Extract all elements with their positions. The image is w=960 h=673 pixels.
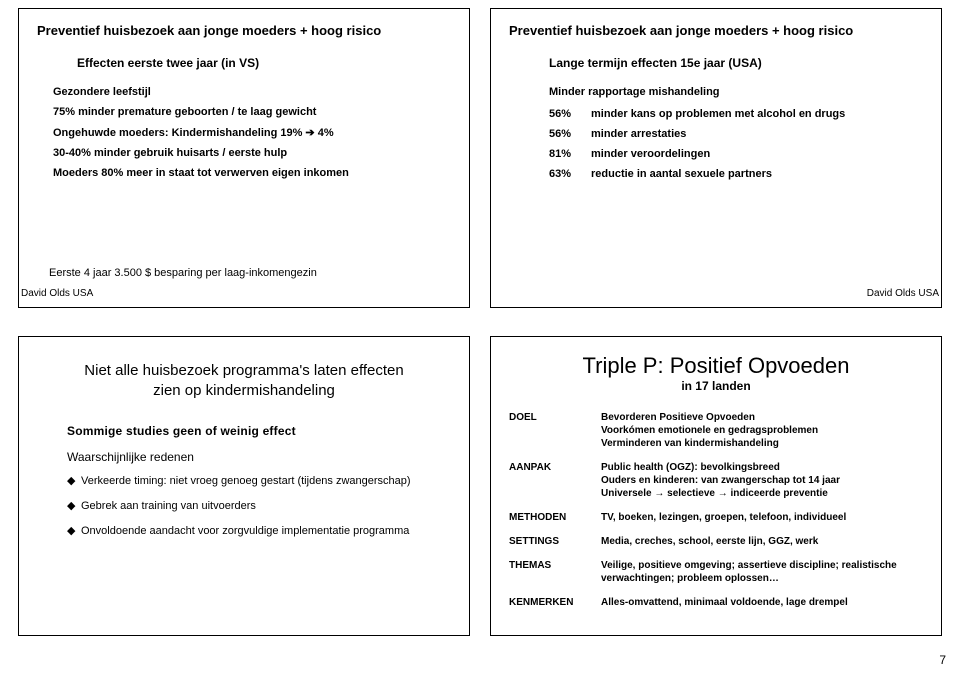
- txt-cell: minder veroordelingen: [591, 148, 923, 160]
- slide1-line: 30-40% minder gebruik huisarts / eerste …: [53, 147, 451, 159]
- slide1-subtitle: Effecten eerste twee jaar (in VS): [77, 56, 451, 70]
- slide1-title: Preventief huisbezoek aan jonge moeders …: [37, 23, 451, 38]
- pct-cell: 56%: [549, 128, 591, 140]
- list-item: ◆ Verkeerde timing: niet vroeg genoeg ge…: [67, 474, 451, 489]
- slide-2: Preventief huisbezoek aan jonge moeders …: [490, 8, 942, 308]
- txt-cell: reductie in aantal sexuele partners: [591, 168, 923, 180]
- pct-cell: 56%: [549, 108, 591, 120]
- row-label: AANPAK: [509, 461, 601, 500]
- row-value: Veilige, positieve omgeving; assertieve …: [601, 559, 923, 585]
- pct-cell: 63%: [549, 168, 591, 180]
- row-value: Alles-omvattend, minimaal voldoende, lag…: [601, 596, 923, 609]
- list-item: ◆ Onvoldoende aandacht voor zorgvuldige …: [67, 524, 451, 539]
- slide1-line: Ongehuwde moeders: Kindermishandeling 19…: [53, 126, 451, 139]
- slide2-subtitle: Lange termijn effecten 15e jaar (USA): [549, 56, 923, 70]
- slide-3: Niet alle huisbezoek programma's laten e…: [18, 336, 470, 636]
- page: Preventief huisbezoek aan jonge moeders …: [0, 0, 960, 673]
- slide4-subtitle: in 17 landen: [509, 379, 923, 393]
- table-row: KENMERKEN Alles-omvattend, minimaal vold…: [509, 596, 923, 609]
- table-row: 56% minder kans op problemen met alcohol…: [549, 108, 923, 120]
- row-value: Bevorderen Positieve OpvoedenVoorkómen e…: [601, 411, 923, 450]
- slide1-attribution: David Olds USA: [21, 288, 93, 299]
- slide2-table-header: Minder rapportage mishandeling: [549, 86, 923, 98]
- slide3-title: Niet alle huisbezoek programma's laten e…: [77, 361, 411, 400]
- slide1-footnote: Eerste 4 jaar 3.500 $ besparing per laag…: [49, 267, 317, 279]
- pct-cell: 81%: [549, 148, 591, 160]
- bullet-icon: ◆: [67, 524, 81, 539]
- slide1-line: Moeders 80% meer in staat tot verwerven …: [53, 167, 451, 179]
- slide3-reason-head: Waarschijnlijke redenen: [67, 450, 451, 464]
- row-label: KENMERKEN: [509, 596, 601, 609]
- txt-cell: minder arrestaties: [591, 128, 923, 140]
- txt-cell: minder kans op problemen met alcohol en …: [591, 108, 923, 120]
- row-label: SETTINGS: [509, 535, 601, 548]
- slide1-line: Gezondere leefstijl: [53, 86, 451, 98]
- table-row: 56% minder arrestaties: [549, 128, 923, 140]
- bullet-icon: ◆: [67, 474, 81, 489]
- table-row: 81% minder veroordelingen: [549, 148, 923, 160]
- row-value: TV, boeken, lezingen, groepen, telefoon,…: [601, 511, 923, 524]
- slide2-attribution: David Olds USA: [867, 288, 939, 299]
- slide4-title: Triple P: Positief Opvoeden: [509, 353, 923, 379]
- row-label: DOEL: [509, 411, 601, 450]
- slide2-title: Preventief huisbezoek aan jonge moeders …: [509, 23, 923, 38]
- row-label: THEMAS: [509, 559, 601, 585]
- bullet-text: Gebrek aan training van uitvoerders: [81, 499, 256, 514]
- bullet-text: Verkeerde timing: niet vroeg genoeg gest…: [81, 474, 411, 489]
- page-number: 7: [939, 653, 946, 667]
- slide2-table: Minder rapportage mishandeling 56% minde…: [549, 86, 923, 180]
- bullet-icon: ◆: [67, 499, 81, 514]
- row-value: Media, creches, school, eerste lijn, GGZ…: [601, 535, 923, 548]
- slide3-section-head: Sommige studies geen of weinig effect: [67, 424, 451, 438]
- slide-1: Preventief huisbezoek aan jonge moeders …: [18, 8, 470, 308]
- slide-4: Triple P: Positief Opvoeden in 17 landen…: [490, 336, 942, 636]
- row-label: METHODEN: [509, 511, 601, 524]
- table-row: DOEL Bevorderen Positieve OpvoedenVoorkó…: [509, 411, 923, 450]
- table-row: METHODEN TV, boeken, lezingen, groepen, …: [509, 511, 923, 524]
- table-row: THEMAS Veilige, positieve omgeving; asse…: [509, 559, 923, 585]
- table-row: SETTINGS Media, creches, school, eerste …: [509, 535, 923, 548]
- row-value: Public health (OGZ): bevolkingsbreedOude…: [601, 461, 923, 500]
- slide1-line: 75% minder premature geboorten / te laag…: [53, 106, 451, 118]
- list-item: ◆ Gebrek aan training van uitvoerders: [67, 499, 451, 514]
- table-row: AANPAK Public health (OGZ): bevolkingsbr…: [509, 461, 923, 500]
- bullet-text: Onvoldoende aandacht voor zorgvuldige im…: [81, 524, 409, 539]
- table-row: 63% reductie in aantal sexuele partners: [549, 168, 923, 180]
